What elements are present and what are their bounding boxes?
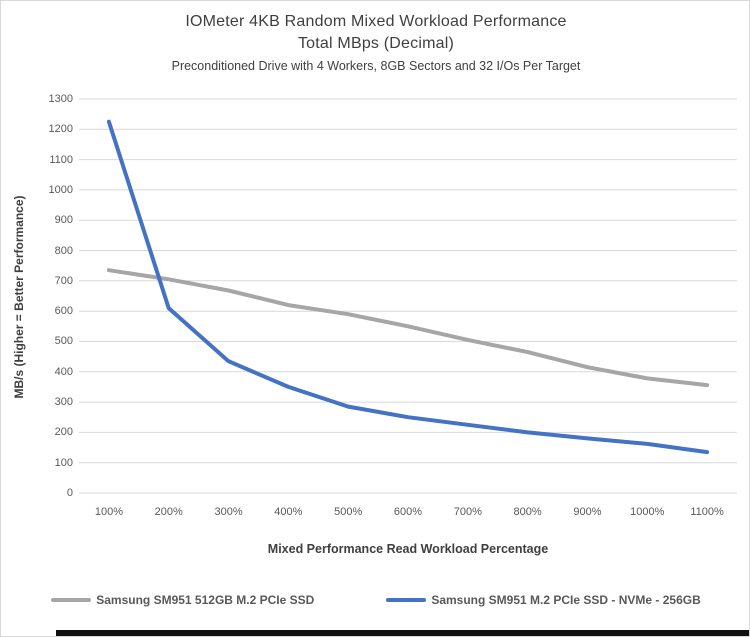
y-tick-label: 300 <box>54 396 73 409</box>
chart-subtitle: Preconditioned Drive with 4 Workers, 8GB… <box>171 59 581 73</box>
x-tick-label: 400% <box>274 506 303 518</box>
x-tick-label: 200% <box>154 506 183 518</box>
x-tick-label: 100% <box>94 506 123 518</box>
x-tick-label: 700% <box>453 506 482 518</box>
legend-line-swatch <box>386 598 427 602</box>
x-tick-label: 300% <box>214 506 243 518</box>
legend-line-swatch <box>51 598 92 602</box>
x-tick-label: 500% <box>334 506 363 518</box>
series-line <box>106 119 710 455</box>
y-tick-label: 1000 <box>48 183 73 196</box>
x-tick-label: 1100% <box>690 506 724 518</box>
y-tick-label: 700 <box>54 274 73 287</box>
x-tick-label: 800% <box>513 506 542 518</box>
chart-legend: Samsung SM951 512GB M.2 PCIe SSD Samsung … <box>1 593 749 607</box>
chart-title-block: IOMeter 4KB Random Mixed Workload Perfor… <box>1 11 749 76</box>
chart-title: IOMeter 4KB Random Mixed Workload Perfor… <box>185 13 567 30</box>
chart-title-line2: Total MBps (Decimal) <box>297 35 455 52</box>
y-tick-label: 1100 <box>49 153 73 166</box>
x-tick-label: 900% <box>573 506 602 518</box>
y-tick-label: 1300 <box>48 93 73 105</box>
y-tick-label: 100 <box>54 456 73 469</box>
y-tick-label: 900 <box>54 214 73 227</box>
legend-label: Samsung SM951 M.2 PCIe SSD - NVMe - 256G… <box>431 593 701 607</box>
series-line <box>106 268 710 388</box>
y-tick-label: 400 <box>54 365 73 378</box>
y-tick-label: 200 <box>54 426 73 439</box>
legend-entry: Samsung SM951 M.2 PCIe SSD - NVMe - 256G… <box>386 593 701 607</box>
legend-label: Samsung SM951 512GB M.2 PCIe SSD <box>96 593 315 607</box>
y-tick-label: 0 <box>66 487 73 499</box>
legend-entry: Samsung SM951 512GB M.2 PCIe SSD <box>51 593 314 607</box>
x-tick-label: 1000% <box>630 506 665 518</box>
y-tick-label: 600 <box>54 305 73 318</box>
bottom-dark-strip <box>56 630 749 636</box>
y-tick-label: 1200 <box>48 123 73 136</box>
y-tick-label: 800 <box>54 244 73 257</box>
x-tick-label: 600% <box>393 506 423 518</box>
x-axis-title: Mixed Performance Read Workload Percenta… <box>267 542 549 556</box>
y-tick-label: 500 <box>54 335 73 348</box>
